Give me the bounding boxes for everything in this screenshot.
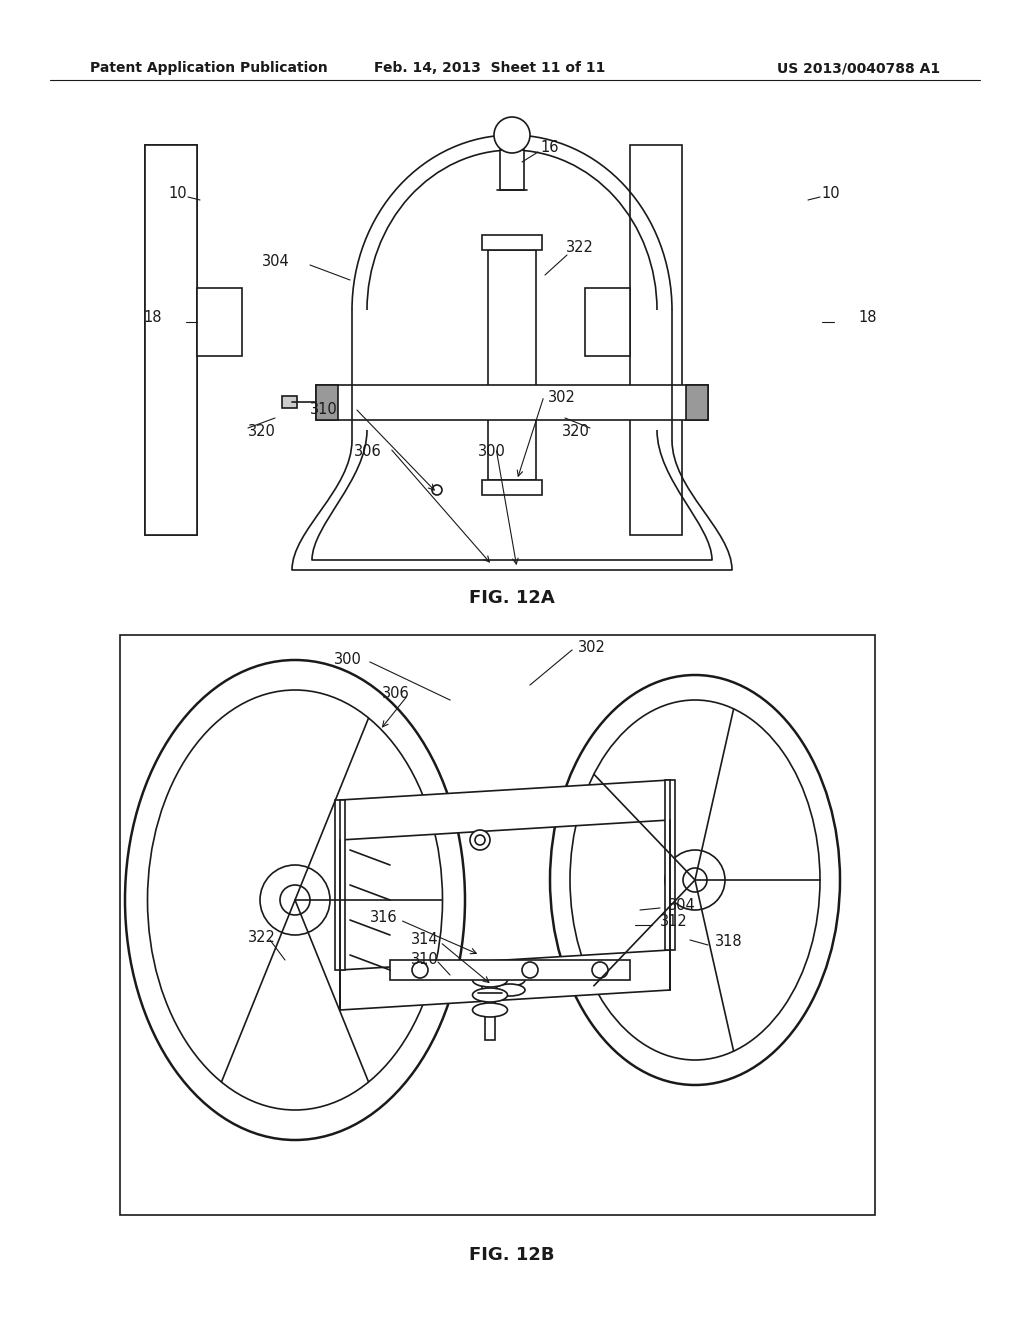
Bar — [282, 396, 297, 408]
Text: 316: 316 — [371, 911, 398, 925]
Bar — [500, 150, 524, 190]
Text: Patent Application Publication: Patent Application Publication — [90, 61, 328, 75]
Text: 302: 302 — [548, 391, 575, 405]
Circle shape — [592, 962, 608, 978]
Ellipse shape — [570, 700, 820, 1060]
Text: 300: 300 — [478, 445, 506, 459]
Text: 314: 314 — [412, 932, 439, 948]
Text: 306: 306 — [354, 445, 382, 459]
Ellipse shape — [147, 690, 442, 1110]
Ellipse shape — [495, 983, 525, 997]
Bar — [390, 960, 630, 979]
PathPatch shape — [340, 780, 670, 840]
Bar — [316, 385, 338, 420]
Text: 312: 312 — [660, 915, 688, 929]
Ellipse shape — [472, 973, 508, 987]
Circle shape — [494, 117, 530, 153]
Text: 322: 322 — [248, 931, 275, 945]
Text: 304: 304 — [262, 255, 290, 269]
Bar — [482, 975, 498, 1001]
Bar — [488, 249, 536, 480]
Text: FIG. 12A: FIG. 12A — [469, 589, 555, 607]
Text: 322: 322 — [566, 240, 594, 256]
Bar — [335, 800, 345, 970]
Text: 310: 310 — [310, 403, 338, 417]
Text: 310: 310 — [411, 953, 439, 968]
Ellipse shape — [495, 964, 525, 975]
Bar — [145, 145, 197, 535]
Text: 304: 304 — [668, 898, 695, 912]
Circle shape — [683, 869, 707, 892]
Circle shape — [470, 830, 490, 850]
Circle shape — [432, 484, 442, 495]
Text: 320: 320 — [562, 425, 590, 440]
Circle shape — [412, 962, 428, 978]
Text: Feb. 14, 2013  Sheet 11 of 11: Feb. 14, 2013 Sheet 11 of 11 — [375, 61, 605, 75]
Text: 10: 10 — [168, 186, 186, 201]
Circle shape — [260, 865, 330, 935]
PathPatch shape — [340, 950, 670, 1010]
Text: 320: 320 — [248, 425, 275, 440]
Ellipse shape — [472, 1003, 508, 1016]
Bar — [197, 288, 242, 356]
Text: 10: 10 — [821, 186, 840, 201]
Text: 318: 318 — [715, 935, 742, 949]
Bar — [482, 480, 542, 495]
Bar — [630, 145, 682, 535]
Ellipse shape — [550, 675, 840, 1085]
Text: FIG. 12B: FIG. 12B — [469, 1246, 555, 1265]
Text: 18: 18 — [143, 310, 162, 326]
Text: 300: 300 — [334, 652, 362, 668]
Text: 18: 18 — [858, 310, 877, 326]
Ellipse shape — [472, 987, 508, 1002]
Circle shape — [475, 836, 485, 845]
Bar — [316, 385, 708, 420]
Bar — [120, 635, 874, 1214]
Text: 302: 302 — [578, 640, 606, 656]
Circle shape — [665, 850, 725, 909]
Ellipse shape — [125, 660, 465, 1140]
Bar — [665, 780, 675, 950]
Circle shape — [522, 962, 538, 978]
Ellipse shape — [495, 974, 525, 986]
Text: US 2013/0040788 A1: US 2013/0040788 A1 — [777, 61, 940, 75]
Text: 16: 16 — [541, 140, 559, 156]
Bar — [482, 235, 542, 249]
Bar — [145, 145, 197, 535]
Text: 306: 306 — [382, 685, 410, 701]
Circle shape — [280, 884, 310, 915]
Bar — [686, 385, 708, 420]
Bar — [485, 1001, 495, 1040]
Bar — [585, 288, 630, 356]
